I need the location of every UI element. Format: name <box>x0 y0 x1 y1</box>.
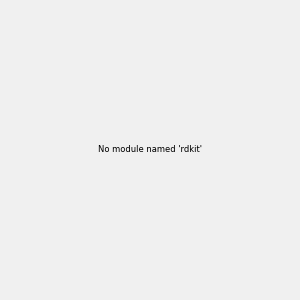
Text: No module named 'rdkit': No module named 'rdkit' <box>98 146 202 154</box>
